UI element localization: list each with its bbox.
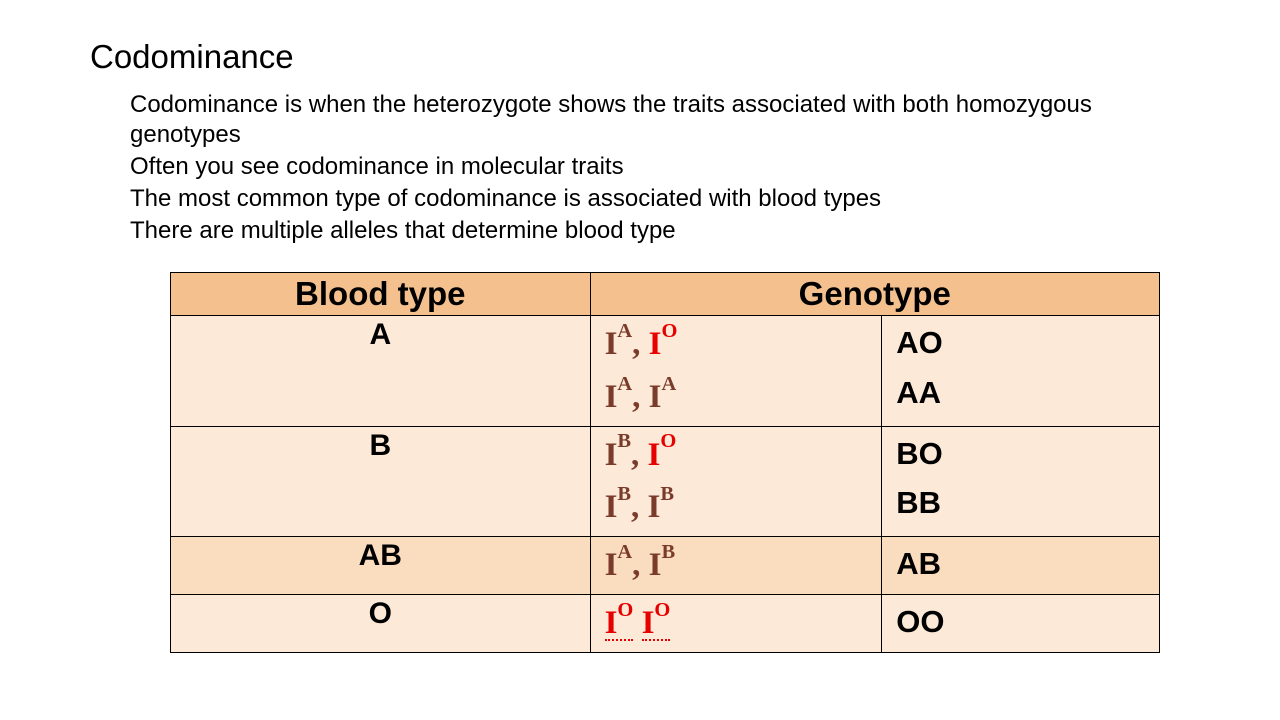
genotype-simple-cell: AB — [882, 537, 1160, 595]
table-row: ABIA, IBAB — [171, 537, 1160, 595]
blood-type-cell: O — [171, 594, 591, 652]
blood-type-cell: AB — [171, 537, 591, 595]
col-header-genotype: Genotype — [590, 273, 1159, 316]
genotype-simple-cell: AOAA — [882, 316, 1160, 427]
table-row: AIA, IOIA, IAAOAA — [171, 316, 1160, 427]
para-3: The most common type of codominance is a… — [130, 184, 1190, 214]
genotype-allele-cell: IO IO — [590, 594, 882, 652]
genotype-simple-cell: OO — [882, 594, 1160, 652]
para-4: There are multiple alleles that determin… — [130, 216, 1190, 246]
table-row: OIO IOOO — [171, 594, 1160, 652]
para-1: Codominance is when the heterozygote sho… — [130, 90, 1190, 150]
genotype-allele-cell: IA, IB — [590, 537, 882, 595]
genotype-allele-cell: IB, IOIB, IB — [590, 426, 882, 537]
description-block: Codominance is when the heterozygote sho… — [130, 90, 1190, 246]
blood-type-table: Blood type Genotype AIA, IOIA, IAAOAABIB… — [170, 272, 1160, 653]
genotype-simple-cell: BOBB — [882, 426, 1160, 537]
table-row: BIB, IOIB, IBBOBB — [171, 426, 1160, 537]
blood-type-cell: A — [171, 316, 591, 427]
table-body: AIA, IOIA, IAAOAABIB, IOIB, IBBOBBABIA, … — [171, 316, 1160, 653]
col-header-blood-type: Blood type — [171, 273, 591, 316]
blood-type-cell: B — [171, 426, 591, 537]
page-title: Codominance — [90, 38, 1190, 76]
para-2: Often you see codominance in molecular t… — [130, 152, 1190, 182]
genotype-allele-cell: IA, IOIA, IA — [590, 316, 882, 427]
